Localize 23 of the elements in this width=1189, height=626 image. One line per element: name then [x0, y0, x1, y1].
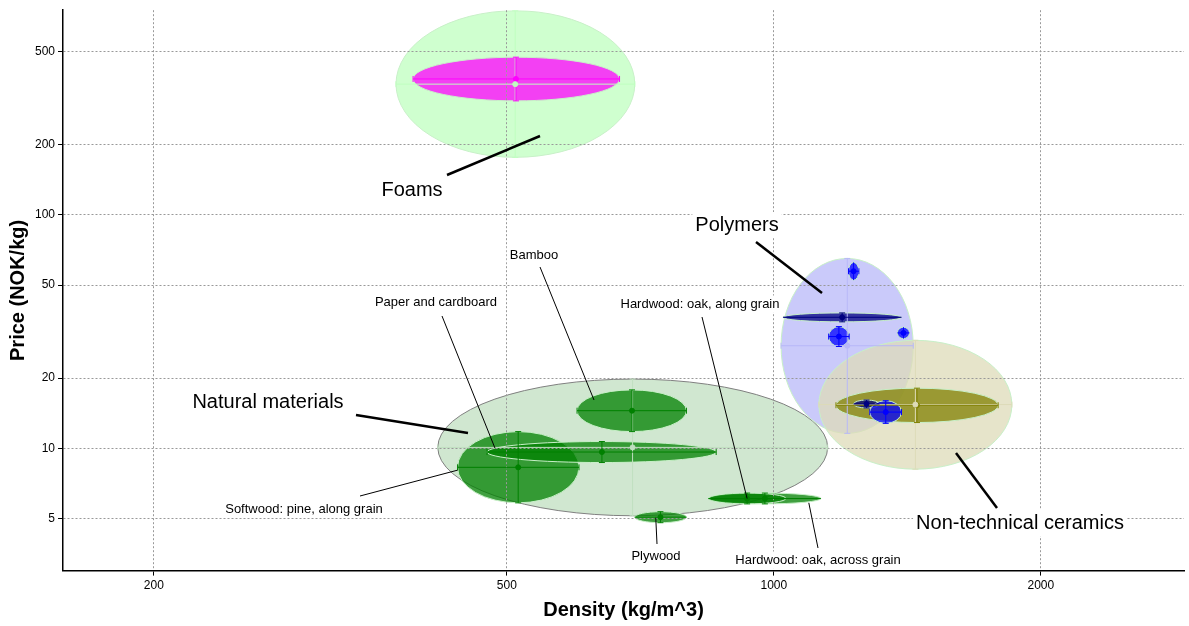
- annotation: Foams: [381, 177, 443, 200]
- annotation: Bamboo: [509, 246, 559, 262]
- annotation: Natural materials: [192, 389, 344, 412]
- annotation: Paper and cardboard: [374, 293, 498, 309]
- y-tick-label: 500: [34, 43, 56, 58]
- y-tick-label: 200: [34, 136, 56, 151]
- annotation: Polymers: [695, 212, 779, 235]
- annotation: Hardwood: oak, along grain: [620, 295, 780, 311]
- x-tick-label: 1000: [760, 578, 788, 593]
- annotation: Hardwood: oak, across grain: [735, 551, 901, 567]
- y-tick-label: 20: [41, 370, 56, 385]
- y-tick-label: 5: [48, 511, 56, 526]
- x-tick-label: 2000: [1027, 578, 1055, 593]
- x-tick-label: 200: [143, 578, 165, 593]
- annotation: Softwood: pine, along grain: [225, 500, 383, 516]
- y-tick-label: 10: [41, 440, 56, 455]
- annotation: Non-technical ceramics: [916, 510, 1124, 533]
- y-tick-label: 50: [41, 277, 56, 292]
- y-tick-label: 100: [34, 207, 56, 222]
- x-axis-title: Density (kg/m^3): [543, 597, 704, 620]
- y-axis-title: Price (NOK/kg): [5, 219, 28, 361]
- x-tick-label: 500: [496, 578, 518, 593]
- annotation: Plywood: [631, 547, 681, 563]
